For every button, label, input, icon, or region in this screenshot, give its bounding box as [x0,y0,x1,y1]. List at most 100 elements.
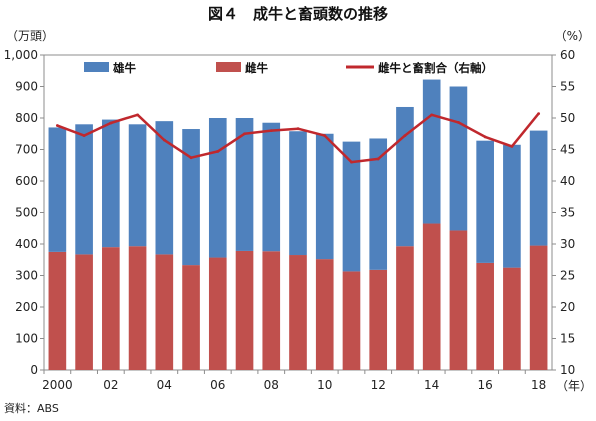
bar-bulls-09 [289,131,307,256]
bar-cows-07 [235,250,254,370]
y-left-tick-label: 1,000 [4,48,38,62]
bar-bulls-04 [155,121,174,255]
line-point-02 [109,121,113,125]
y-left-tick-label: 800 [15,111,38,125]
legend: 雄牛 雌牛 雌牛と畜割合（右軸） [84,61,493,75]
line-point-17 [510,144,514,148]
bar-bulls-07 [235,118,254,251]
y-left-tick-label: 400 [15,237,38,251]
bar-cows-2000 [48,251,67,370]
y-right-tick-label: 60 [560,48,575,62]
y-left-tick-label: 700 [15,143,38,157]
bar-bulls-06 [208,118,227,258]
line-point-11 [350,160,353,164]
bar-cows-14 [422,223,441,370]
x-tick-label: 2000 [42,378,73,392]
bar-cows-02 [102,247,120,370]
line-point-13 [403,134,407,138]
y-left-tick-label: 300 [15,269,38,283]
line-point-18 [537,112,541,115]
x-tick-label: 02 [103,378,118,392]
line-point-01 [82,134,86,138]
line-point-10 [323,134,327,138]
bar-cows-05 [182,265,200,370]
bar-bulls-08 [262,122,281,252]
bar-cows-03 [128,246,147,370]
source-note: 資料：ABS [4,401,59,415]
legend-label-ratio: 雌牛と畜割合（右軸） [378,61,493,75]
bar-cows-18 [529,245,548,370]
bar-bulls-2000 [48,127,67,252]
bar-cows-17 [503,267,521,370]
line-point-16 [483,135,487,139]
y-right-tick-label: 15 [560,332,575,346]
y-right-tick-label: 10 [560,363,575,377]
y-left-tick-label: 0 [30,363,38,377]
bar-bulls-03 [128,124,147,247]
line-point-14 [430,113,434,117]
y-right-tick-label: 20 [560,300,575,314]
bar-bulls-18 [529,130,548,246]
y-right-tick-label: 40 [560,174,575,188]
x-tick-label: 04 [157,378,172,392]
y-right-tick-label: 25 [560,269,575,283]
bar-cows-01 [75,254,93,370]
line-point-07 [243,132,246,136]
line-point-2000 [55,124,59,127]
line-point-12 [376,157,380,161]
bar-bulls-15 [449,86,468,231]
x-tick-label: 16 [478,378,493,392]
y-left-tick-label: 600 [15,174,38,188]
line-point-09 [296,127,300,131]
y-left-unit: （万頭） [6,29,54,43]
bar-cows-15 [449,230,468,370]
bar-bulls-02 [102,119,120,248]
line-point-04 [162,138,166,142]
line-point-06 [216,149,220,153]
line-point-03 [136,113,139,117]
bar-cows-13 [396,246,414,370]
bar-bulls-17 [503,144,521,268]
x-tick-label: 12 [371,378,386,392]
x-unit: （年） [556,379,592,393]
bar-cows-16 [476,262,494,370]
legend-swatch-cows [216,62,241,72]
y-right-tick-label: 50 [560,111,575,125]
line-point-05 [189,156,193,160]
y-left-tick-label: 100 [15,332,38,346]
line-point-08 [269,129,273,133]
bar-cows-08 [262,251,281,370]
plot-area: 0 100 200 300 400 500 600 700 800 900 1,000 10 15 20 2… [4,48,576,392]
x-tick-label: 14 [424,378,439,392]
bar-bulls-12 [369,138,388,270]
y-right-tick-label: 55 [560,80,575,94]
bar-cows-06 [208,257,227,370]
bar-bulls-05 [182,129,200,266]
bar-bulls-11 [342,141,361,272]
y-left-tick-label: 900 [15,80,38,94]
bar-bulls-01 [75,124,93,255]
legend-swatch-bulls [84,62,109,72]
bar-cows-04 [155,254,174,370]
line-point-15 [457,121,460,124]
y-right-tick-label: 30 [560,237,575,251]
bar-cows-10 [315,259,334,370]
legend-label-cows: 雌牛 [245,61,268,75]
y-left-tick-label: 200 [15,300,38,314]
bar-cows-11 [342,271,361,370]
y-right-tick-label: 35 [560,206,575,220]
bar-bulls-16 [476,140,494,263]
bar-cows-09 [289,255,307,370]
x-tick-label: 18 [531,378,546,392]
bar-cows-12 [369,269,388,370]
x-tick-label: 08 [264,378,279,392]
legend-label-bulls: 雄牛 [112,61,136,75]
x-tick-label: 10 [317,378,332,392]
bar-bulls-14 [422,79,441,224]
x-tick-label: 06 [210,378,225,392]
y-right-unit: （%） [555,29,590,43]
y-left-tick-label: 500 [15,206,38,220]
bar-bulls-10 [315,133,334,260]
